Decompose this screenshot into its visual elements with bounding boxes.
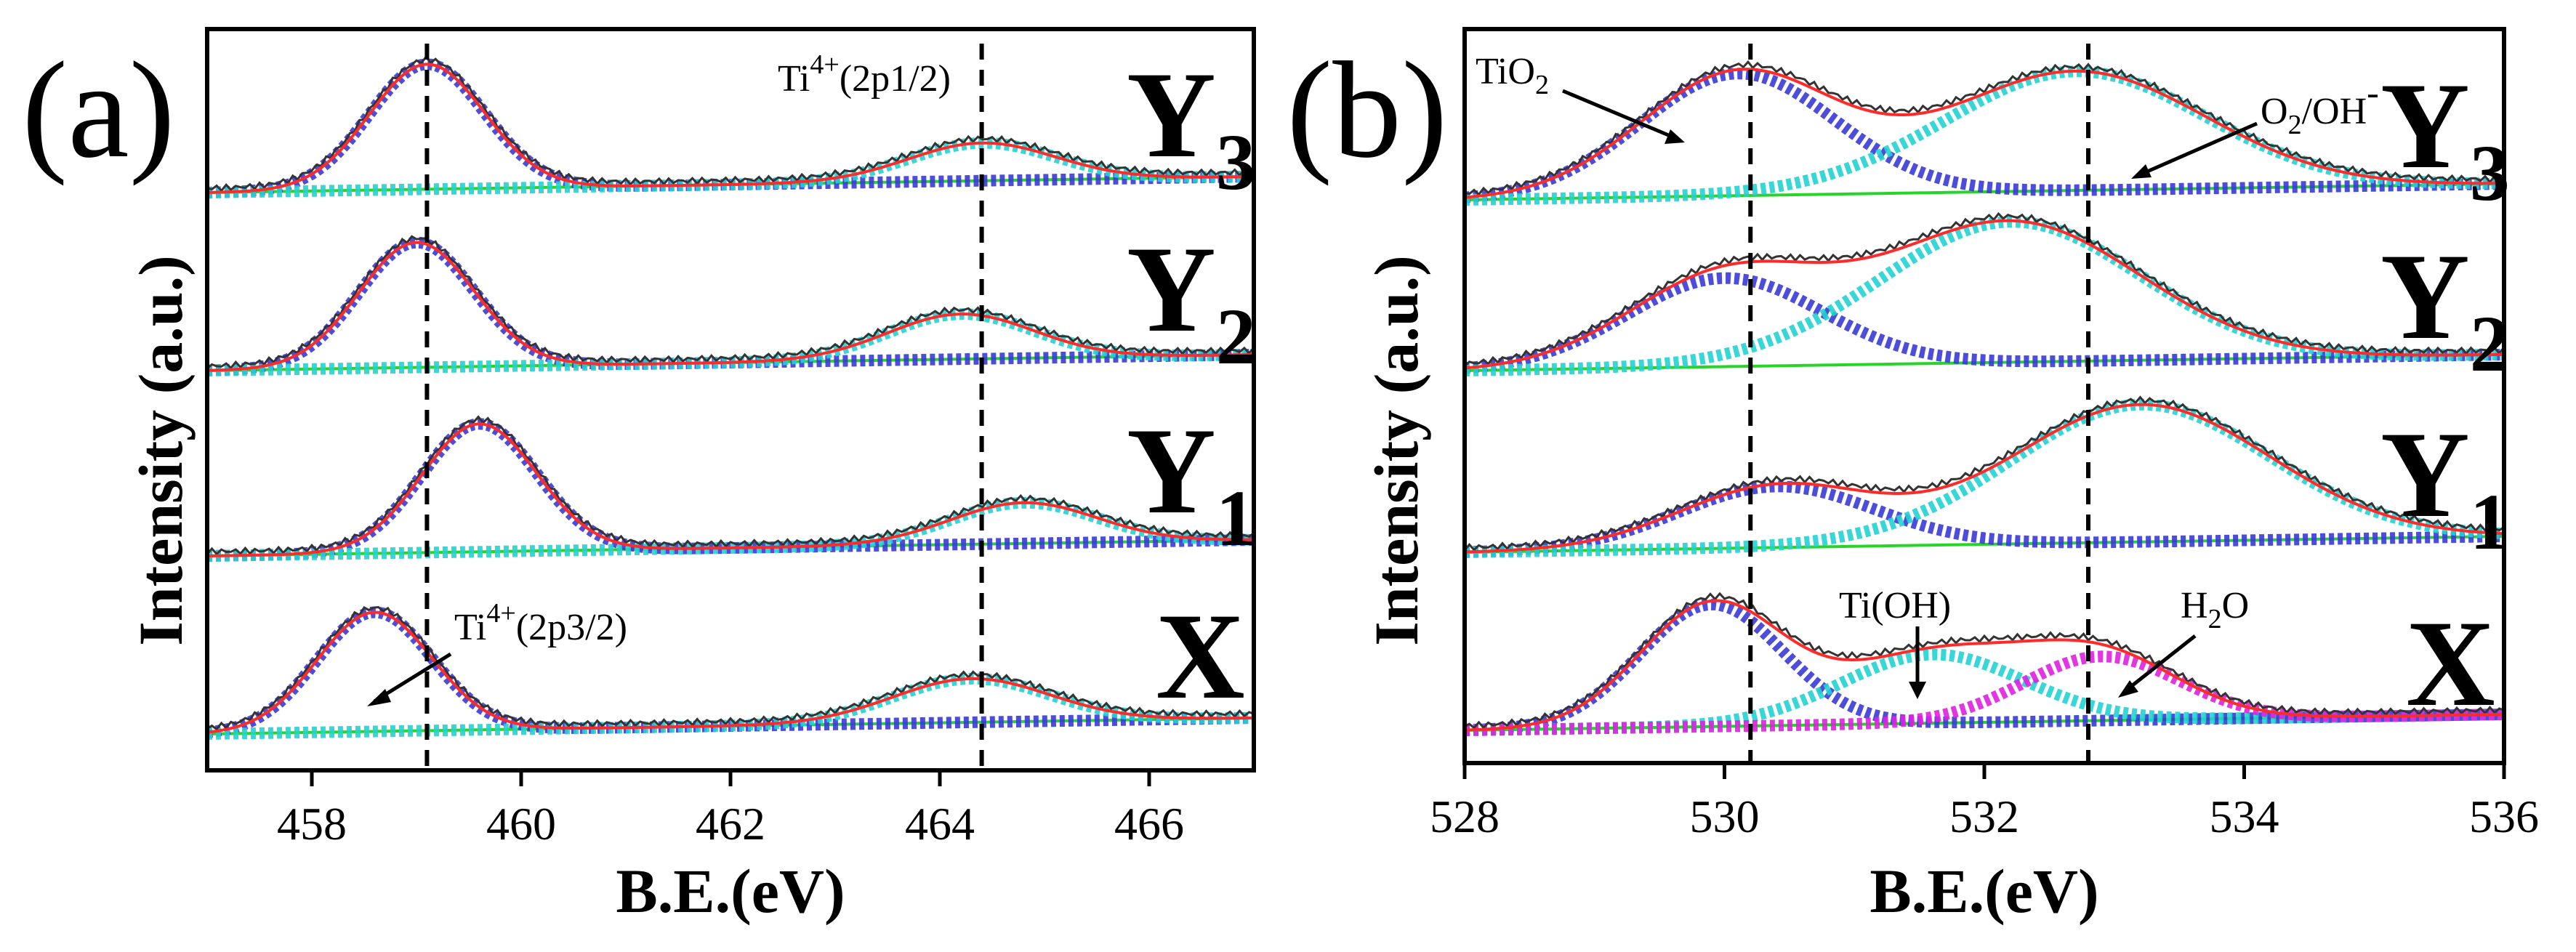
raw-data-line — [206, 235, 1255, 370]
component-curve-1 — [1463, 272, 2505, 374]
series-X — [206, 605, 1255, 740]
fit-envelope-line — [1464, 403, 2505, 554]
x-tick-label: 534 — [2210, 791, 2279, 842]
panel-a-annotation-ti-2p12: Ti4+(2p1/2) — [778, 49, 951, 100]
panel-b-annotation-h2o: H2O — [2181, 585, 2249, 634]
panel-a: (a) Intensity (a.u.) 458 460 462 464 466 B.E… — [22, 27, 1256, 926]
panel-a-label-y3: Y3 — [1127, 47, 1256, 206]
panel-b-label-y2: Y2 — [2380, 228, 2510, 388]
series-X — [1463, 592, 2505, 736]
series-Y2 — [1463, 211, 2505, 376]
panel-b-annotation-tio2-arrow — [1562, 89, 1676, 140]
x-tick-label: 466 — [1114, 798, 1184, 850]
series-Y3 — [206, 55, 1255, 198]
x-tick-label: 462 — [696, 798, 765, 850]
panel-b-label-y3: Y3 — [2380, 57, 2510, 217]
raw-data-line — [206, 415, 1255, 556]
raw-data-line — [1463, 211, 2505, 367]
panel-a-x-axis-title: B.E.(eV) — [616, 856, 845, 926]
panel-a-spectra — [206, 55, 1255, 740]
fit-envelope-line — [206, 241, 1255, 372]
panel-b-annotation-tio2: TiO2 — [1476, 51, 1549, 100]
x-tick-label: 458 — [277, 798, 347, 850]
fit-envelope-line — [1464, 68, 2504, 199]
panel-b-annotation-tioh-arrowhead — [1909, 682, 1926, 699]
panel-b-x-ticks: 528 530 532 534 536 — [1430, 763, 2539, 842]
panel-b-letter: (b) — [1287, 34, 1448, 187]
panel-a-letter: (a) — [22, 34, 175, 187]
component-curve-1 — [1463, 68, 2505, 203]
x-tick-label: 460 — [486, 798, 556, 850]
component-curve-1 — [206, 606, 1255, 738]
series-Y2 — [206, 235, 1255, 376]
series-Y3 — [1463, 60, 2505, 206]
raw-data-line — [206, 55, 1255, 193]
panel-b-x-axis-title: B.E.(eV) — [1869, 856, 2098, 926]
panel-b-annotation-tioh: Ti(OH) — [1839, 585, 1951, 626]
fit-envelope-line — [206, 422, 1254, 557]
x-tick-label: 528 — [1430, 791, 1500, 842]
raw-data-line — [206, 605, 1255, 731]
panel-a-plot-frame — [205, 27, 1256, 773]
panel-b-annotation-o2-oh-arrowhead — [2131, 164, 2152, 179]
panel-b-y-axis-title: Intensity (a.u.) — [1361, 255, 1431, 646]
fit-envelope-line — [206, 62, 1255, 194]
panel-b-label-x: X — [2406, 595, 2495, 732]
raw-data-line — [1464, 592, 2505, 730]
x-tick-label: 530 — [1690, 791, 1760, 842]
panel-b-spectra — [1463, 60, 2505, 736]
panel-a-x-ticks: 458 460 462 464 466 — [277, 770, 1184, 850]
panel-b-annotation-h2o-arrow — [2125, 634, 2197, 692]
x-tick-label: 536 — [2469, 791, 2539, 842]
x-tick-label: 532 — [1949, 791, 2019, 842]
panel-a-annotation-arrowhead — [367, 689, 391, 706]
panel-a-y-axis-title: Intensity (a.u.) — [126, 255, 196, 646]
raw-data-line — [1463, 395, 2505, 552]
panel-a-label-x: X — [1156, 588, 1245, 725]
panel-b-annotation-tio2-arrowhead — [1665, 129, 1685, 144]
panel-b: (b) Intensity (a.u.) 528 530 532 534 536 B.E… — [1287, 27, 2539, 926]
fit-envelope-line — [206, 610, 1255, 734]
component-curve-2 — [1463, 648, 2505, 736]
series-Y1 — [206, 415, 1255, 562]
panel-b-annotation-o2-oh-arrow — [2139, 121, 2258, 177]
fit-envelope-line — [1464, 219, 2504, 370]
panel-b-annotation-h2o-arrowhead — [2118, 680, 2138, 698]
panel-a-label-y2: Y2 — [1127, 221, 1256, 381]
series-Y1 — [1463, 395, 2505, 558]
panel-a-label-y1: Y1 — [1127, 403, 1256, 562]
panel-a-annotation-ti-2p32: Ti4+(2p3/2) — [454, 598, 627, 648]
x-tick-label: 464 — [905, 798, 975, 850]
panel-b-annotation-o2-oh: O2/OH- — [2261, 72, 2379, 140]
fit-envelope-line — [1464, 599, 2505, 732]
panel-b-label-y1: Y1 — [2380, 406, 2510, 566]
